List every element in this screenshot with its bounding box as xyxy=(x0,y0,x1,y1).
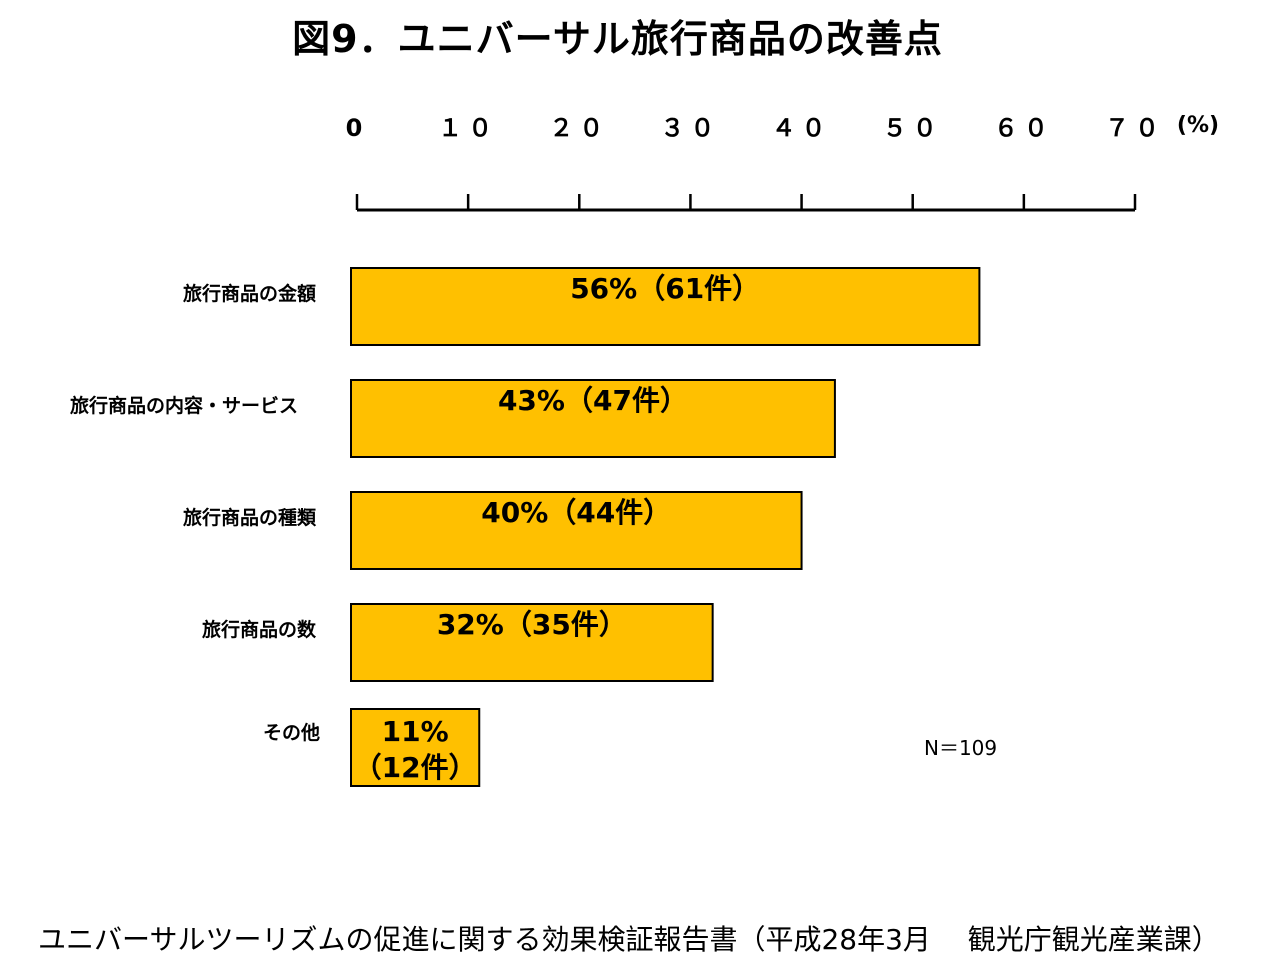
x-tick-label: 0 xyxy=(346,114,369,142)
bar xyxy=(350,491,803,570)
category-label: 旅行商品の金額 xyxy=(183,282,316,305)
bar-chart: 0 １０ ２０ ３０ ４０ ５０ ６０ ７０ (%) 56%（61件） 43%（47件） 40%（4… xyxy=(70,113,1219,787)
bar-value-label: （12件） xyxy=(354,751,477,784)
bar-value-label: 56%（61件） xyxy=(570,272,760,305)
bar-value-label: 43%（47件） xyxy=(498,384,688,417)
source-citation: ユニバーサルツーリズムの促進に関する効果検証報告書（平成28年3月 観光庁観光産… xyxy=(38,923,1220,956)
bar xyxy=(350,603,714,682)
sample-size-note: N＝109 xyxy=(924,736,998,760)
category-label: 旅行商品の数 xyxy=(202,618,317,641)
x-tick-label: １０ xyxy=(438,114,498,142)
chart-title: 図9．ユニバーサル旅行商品の改善点 xyxy=(292,17,943,61)
bar xyxy=(350,708,481,787)
x-tick-label: ３０ xyxy=(660,114,720,142)
x-tick-label: ７０ xyxy=(1105,114,1165,142)
category-label: その他 xyxy=(263,721,320,744)
category-label: 旅行商品の内容・サービス xyxy=(70,394,298,417)
bar-value-label: 32%（35件） xyxy=(437,608,627,641)
x-tick-label: ４０ xyxy=(772,114,832,142)
x-tick-label: ６０ xyxy=(994,114,1054,142)
bar xyxy=(350,267,981,346)
x-tick-label: ２０ xyxy=(549,114,609,142)
bars: 56%（61件） 43%（47件） 40%（44件） 32%（35件） 11%（12件） xyxy=(350,267,981,787)
bar xyxy=(350,379,836,458)
bar-value-label: 40%（44件） xyxy=(481,496,671,529)
x-axis: 0 １０ ２０ ３０ ４０ ５０ ６０ ７０ (%) xyxy=(346,113,1219,212)
x-tick-label: ５０ xyxy=(883,114,943,142)
x-unit-label: (%) xyxy=(1177,113,1219,138)
category-label: 旅行商品の種類 xyxy=(183,506,317,529)
bar-value-label: 11% xyxy=(382,715,449,748)
